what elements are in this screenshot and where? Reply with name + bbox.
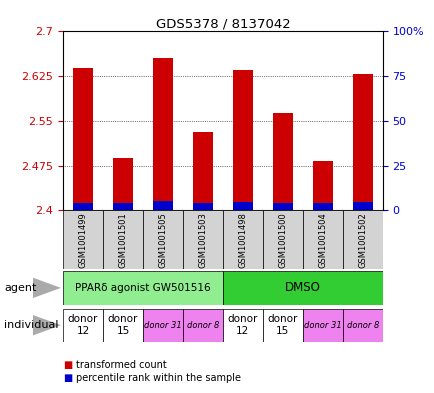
- Text: GSM1001504: GSM1001504: [318, 212, 327, 268]
- Bar: [143, 210, 183, 269]
- Bar: [272, 113, 292, 210]
- Bar: [352, 202, 372, 210]
- Bar: [262, 309, 302, 342]
- Text: ■: ■: [63, 360, 72, 370]
- Bar: [223, 309, 262, 342]
- Text: donor 8: donor 8: [346, 321, 378, 330]
- Bar: [113, 158, 133, 210]
- Text: GSM1001498: GSM1001498: [238, 212, 247, 268]
- Bar: [352, 74, 372, 210]
- Bar: [183, 210, 222, 269]
- Title: GDS5378 / 8137042: GDS5378 / 8137042: [155, 17, 289, 30]
- Bar: [302, 309, 342, 342]
- Bar: [63, 271, 223, 305]
- Bar: [342, 210, 382, 269]
- Bar: [232, 70, 252, 210]
- Bar: [232, 202, 252, 210]
- Bar: [143, 309, 183, 342]
- Bar: [302, 210, 342, 269]
- Polygon shape: [33, 315, 61, 336]
- Bar: [312, 162, 332, 210]
- Bar: [63, 210, 103, 269]
- Bar: [183, 309, 222, 342]
- Text: transformed count: transformed count: [76, 360, 167, 370]
- Bar: [342, 309, 382, 342]
- Text: GSM1001502: GSM1001502: [358, 212, 366, 268]
- Text: GSM1001499: GSM1001499: [79, 212, 87, 268]
- Text: donor
12: donor 12: [227, 314, 257, 336]
- Text: GSM1001505: GSM1001505: [158, 212, 167, 268]
- Bar: [153, 58, 173, 210]
- Bar: [262, 210, 302, 269]
- Polygon shape: [33, 277, 61, 298]
- Text: percentile rank within the sample: percentile rank within the sample: [76, 373, 240, 383]
- Bar: [193, 132, 213, 210]
- Bar: [113, 202, 133, 210]
- Text: PPARδ agonist GW501516: PPARδ agonist GW501516: [75, 283, 210, 293]
- Bar: [73, 202, 93, 210]
- Bar: [103, 210, 143, 269]
- Text: donor 31: donor 31: [144, 321, 181, 330]
- Text: DMSO: DMSO: [284, 281, 320, 294]
- Bar: [73, 68, 93, 210]
- Text: donor 8: donor 8: [186, 321, 219, 330]
- Bar: [153, 201, 173, 210]
- Bar: [63, 309, 103, 342]
- Text: donor
15: donor 15: [267, 314, 297, 336]
- Bar: [193, 202, 213, 210]
- Text: GSM1001501: GSM1001501: [118, 212, 127, 268]
- Bar: [103, 309, 143, 342]
- Text: donor 31: donor 31: [303, 321, 341, 330]
- Bar: [223, 271, 382, 305]
- Text: GSM1001500: GSM1001500: [278, 212, 287, 268]
- Bar: [312, 202, 332, 210]
- Text: ■: ■: [63, 373, 72, 383]
- Text: GSM1001503: GSM1001503: [198, 212, 207, 268]
- Bar: [272, 202, 292, 210]
- Text: agent: agent: [4, 283, 36, 293]
- Text: donor
12: donor 12: [68, 314, 98, 336]
- Text: donor
15: donor 15: [108, 314, 138, 336]
- Bar: [223, 210, 262, 269]
- Text: individual: individual: [4, 320, 59, 330]
